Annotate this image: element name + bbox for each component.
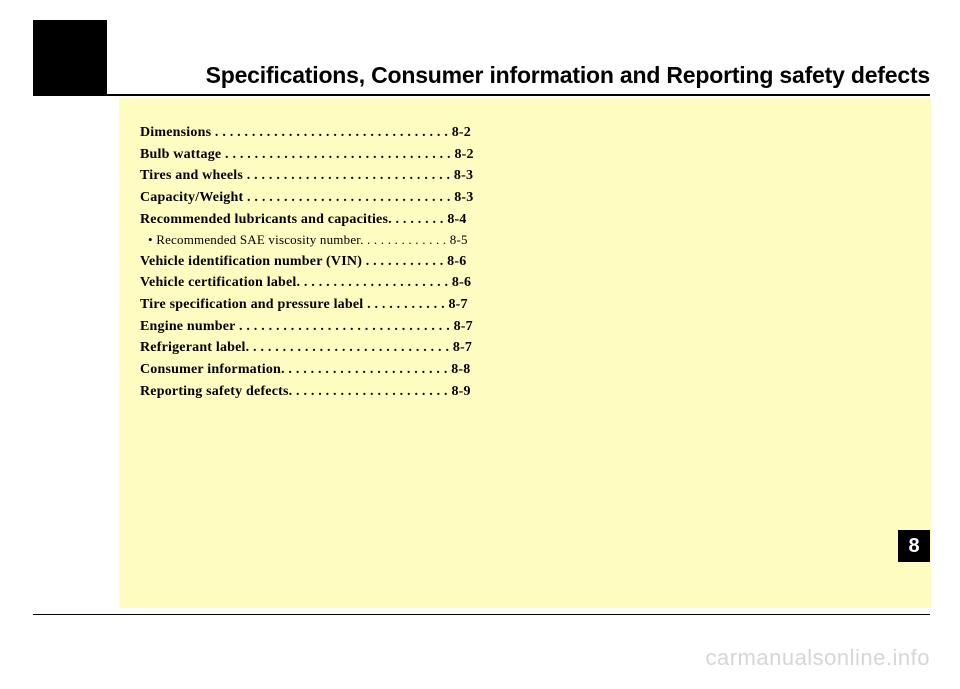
toc-entry: Capacity/Weight . . . . . . . . . . . . … (140, 187, 500, 209)
toc-entry: Dimensions . . . . . . . . . . . . . . .… (140, 122, 500, 144)
toc-entry: Tire specification and pressure label . … (140, 294, 500, 316)
page-title: Specifications, Consumer information and… (119, 62, 930, 89)
bottom-rule (33, 614, 930, 615)
toc-sub-entry: • Recommended SAE viscosity number. . . … (140, 230, 500, 250)
title-underline (33, 94, 930, 96)
chapter-tab: 8 (898, 530, 930, 562)
toc-entry: Recommended lubricants and capacities. .… (140, 209, 500, 231)
watermark: carmanualsonline.info (705, 645, 930, 671)
toc-entry: Consumer information. . . . . . . . . . … (140, 359, 500, 381)
toc-entry: Bulb wattage . . . . . . . . . . . . . .… (140, 144, 500, 166)
toc-entry: Reporting safety defects. . . . . . . . … (140, 381, 500, 403)
toc-entry: Vehicle identification number (VIN) . . … (140, 251, 500, 273)
toc-entry: Refrigerant label. . . . . . . . . . . .… (140, 337, 500, 359)
toc-entry: Vehicle certification label. . . . . . .… (140, 272, 500, 294)
chapter-marker-box (33, 20, 107, 94)
toc-entry: Engine number . . . . . . . . . . . . . … (140, 316, 500, 338)
toc-entry: Tires and wheels . . . . . . . . . . . .… (140, 165, 500, 187)
table-of-contents: Dimensions . . . . . . . . . . . . . . .… (140, 122, 500, 402)
